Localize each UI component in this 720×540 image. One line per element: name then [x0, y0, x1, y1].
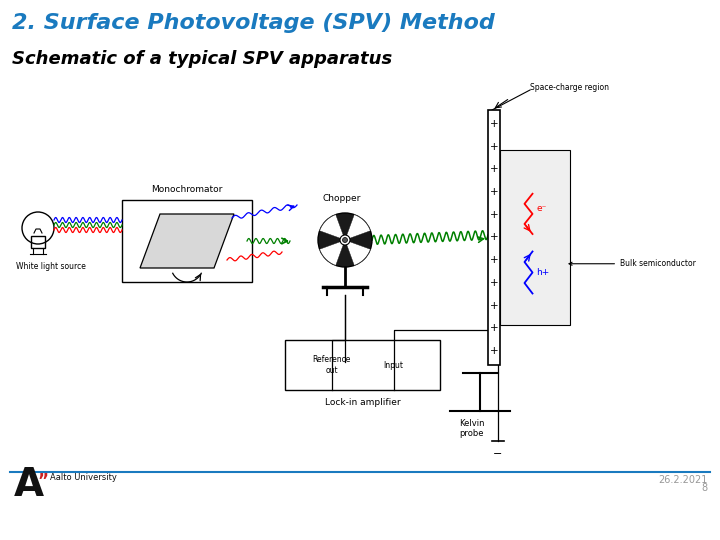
- Text: 8: 8: [702, 483, 708, 493]
- Text: Kelvin
probe: Kelvin probe: [459, 419, 485, 438]
- Bar: [122, 200, 252, 282]
- Text: Schematic of a typical SPV apparatus: Schematic of a typical SPV apparatus: [12, 50, 392, 68]
- Text: +: +: [490, 164, 498, 174]
- Text: +: +: [490, 119, 498, 129]
- Polygon shape: [345, 214, 370, 240]
- Bar: [488, 110, 500, 365]
- Bar: [285, 340, 440, 390]
- Text: +: +: [490, 323, 498, 333]
- Text: h+: h+: [536, 268, 550, 277]
- Circle shape: [343, 238, 348, 242]
- Text: Reference
out: Reference out: [312, 355, 351, 375]
- Circle shape: [340, 235, 350, 245]
- Text: +: +: [490, 187, 498, 197]
- Text: Lock-in amplifier: Lock-in amplifier: [325, 398, 400, 407]
- Text: A: A: [14, 466, 44, 504]
- Text: +: +: [490, 210, 498, 220]
- Text: e⁻: e⁻: [536, 204, 547, 213]
- Text: Bulk semiconductor: Bulk semiconductor: [569, 259, 696, 268]
- Text: Space-charge region: Space-charge region: [530, 83, 609, 91]
- Bar: [500, 150, 570, 325]
- Polygon shape: [140, 214, 234, 268]
- Text: Monochromator: Monochromator: [151, 185, 222, 194]
- Text: Chopper: Chopper: [323, 194, 361, 203]
- Bar: [31, 236, 45, 248]
- Polygon shape: [320, 240, 345, 265]
- Polygon shape: [345, 240, 370, 265]
- Text: +: +: [490, 346, 498, 356]
- Text: Aalto University: Aalto University: [50, 474, 117, 483]
- Text: +: +: [490, 233, 498, 242]
- Circle shape: [318, 213, 372, 267]
- Text: 2. Surface Photovoltage (SPV) Method: 2. Surface Photovoltage (SPV) Method: [12, 13, 495, 33]
- Polygon shape: [320, 214, 345, 240]
- Text: White light source: White light source: [16, 262, 86, 271]
- Text: +: +: [490, 141, 498, 152]
- Text: Input: Input: [384, 361, 403, 369]
- Text: +: +: [490, 255, 498, 265]
- Text: +: +: [490, 278, 498, 288]
- Text: 26.2.2021: 26.2.2021: [659, 475, 708, 485]
- Text: −: −: [493, 449, 503, 459]
- Text: ”: ”: [37, 472, 48, 490]
- Text: +: +: [490, 301, 498, 310]
